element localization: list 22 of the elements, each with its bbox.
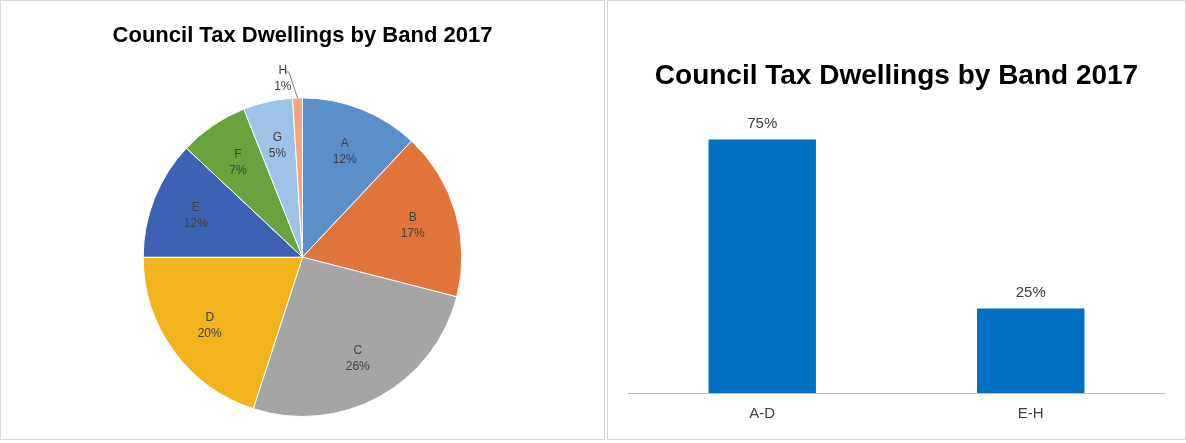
data-label: 5% — [268, 146, 287, 161]
data-label: 25% — [1015, 282, 1046, 300]
data-label: 75% — [747, 113, 778, 131]
slice-label: C — [353, 342, 363, 357]
x-tick-label: A-D — [749, 404, 776, 422]
data-label: 17% — [400, 226, 425, 241]
slice-label: F — [234, 147, 242, 162]
slice-label: A — [340, 135, 349, 150]
slice-label: B — [408, 210, 417, 225]
slice-label: G — [272, 130, 283, 145]
data-label: 20% — [197, 325, 223, 340]
chart-title: Council Tax Dwellings by Band 2017 — [654, 58, 1139, 90]
slice-label: H — [278, 62, 288, 77]
data-label: 12% — [183, 215, 209, 230]
data-label: 1% — [274, 78, 292, 93]
chart-title: Council Tax Dwellings by Band 2017 — [112, 22, 493, 48]
data-label: 26% — [345, 358, 371, 373]
slice-label: E — [191, 199, 200, 214]
x-tick-label: E-H — [1017, 404, 1044, 422]
slice-label: D — [205, 309, 215, 324]
data-label: 12% — [332, 151, 358, 166]
data-label: 7% — [229, 163, 248, 178]
